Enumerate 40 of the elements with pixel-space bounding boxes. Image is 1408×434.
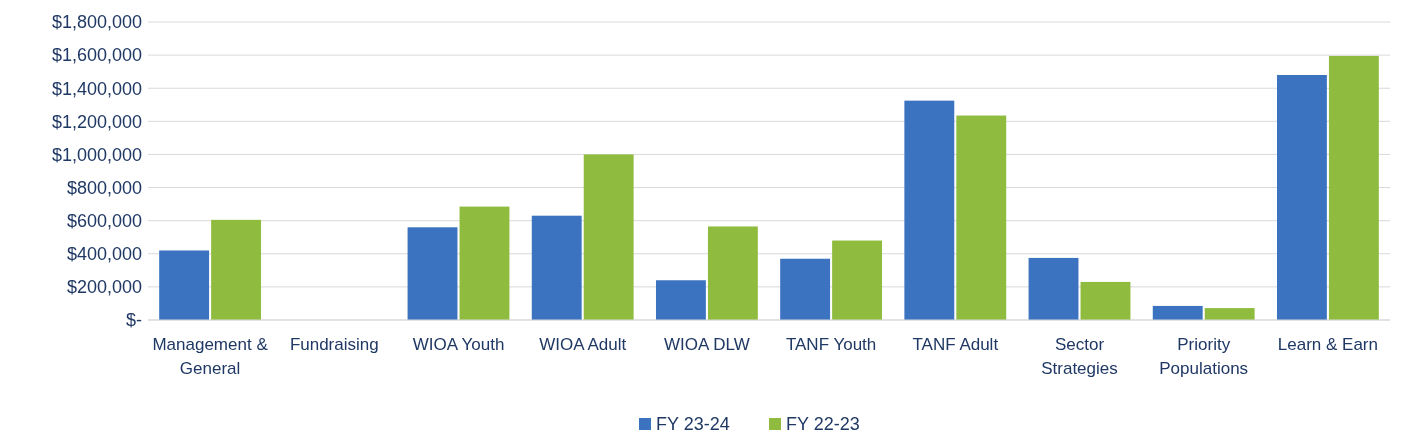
bar <box>1276 74 1327 320</box>
y-tick-label: $400,000 <box>66 244 142 265</box>
bar <box>1028 257 1079 320</box>
y-tick-label: $1,000,000 <box>51 144 142 165</box>
bar <box>707 226 758 320</box>
x-tick-label: Fundraising <box>289 335 379 354</box>
bar <box>1204 308 1255 320</box>
bar <box>459 206 510 320</box>
bar <box>832 240 883 320</box>
y-tick-label: $1,800,000 <box>51 12 142 33</box>
bar <box>1328 55 1379 320</box>
bar <box>1080 281 1131 320</box>
bar <box>159 250 210 320</box>
x-tick-label: Learn & Earn <box>1277 335 1378 354</box>
bar <box>211 219 262 320</box>
y-tick-label: $- <box>125 310 142 331</box>
x-tick-label: WIOA DLW <box>664 335 750 354</box>
x-tick-label: Management & General <box>152 335 269 378</box>
bar <box>583 154 634 320</box>
y-tick-label: $1,600,000 <box>51 45 142 66</box>
x-tick-label: WIOA Adult <box>539 335 627 354</box>
x-tick-label: TANF Adult <box>912 335 999 354</box>
legend-label: FY 22-23 <box>786 414 860 434</box>
x-tick-label: Priority Populations <box>1159 335 1249 378</box>
y-tick-label: $1,200,000 <box>51 111 142 132</box>
y-tick-label: $200,000 <box>66 277 142 298</box>
bar <box>407 227 458 320</box>
legend-label: FY 23-24 <box>656 414 730 434</box>
y-tick-label: $1,400,000 <box>51 78 142 99</box>
bar <box>1152 305 1203 320</box>
bar <box>655 280 706 320</box>
x-tick-label: TANF Youth <box>785 335 877 354</box>
bar <box>780 258 831 320</box>
bar <box>531 215 582 320</box>
y-tick-label: $800,000 <box>66 177 142 198</box>
bar <box>956 115 1007 320</box>
y-tick-label: $600,000 <box>66 210 142 231</box>
x-tick-label: Sector Strategies <box>1041 335 1118 378</box>
x-tick-label: WIOA Youth <box>412 335 505 354</box>
bar <box>904 100 955 320</box>
